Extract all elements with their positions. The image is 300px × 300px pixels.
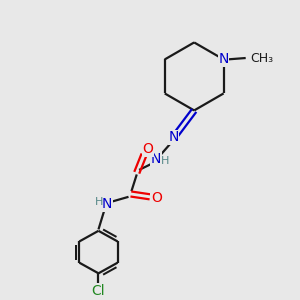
Text: O: O (142, 142, 153, 156)
Text: N: N (151, 152, 161, 166)
Text: N: N (168, 130, 179, 144)
Text: Cl: Cl (92, 284, 105, 298)
Text: CH₃: CH₃ (250, 52, 273, 64)
Text: N: N (102, 197, 112, 211)
Text: O: O (151, 191, 162, 205)
Text: N: N (218, 52, 229, 66)
Text: H: H (95, 197, 103, 207)
Text: H: H (161, 156, 170, 166)
